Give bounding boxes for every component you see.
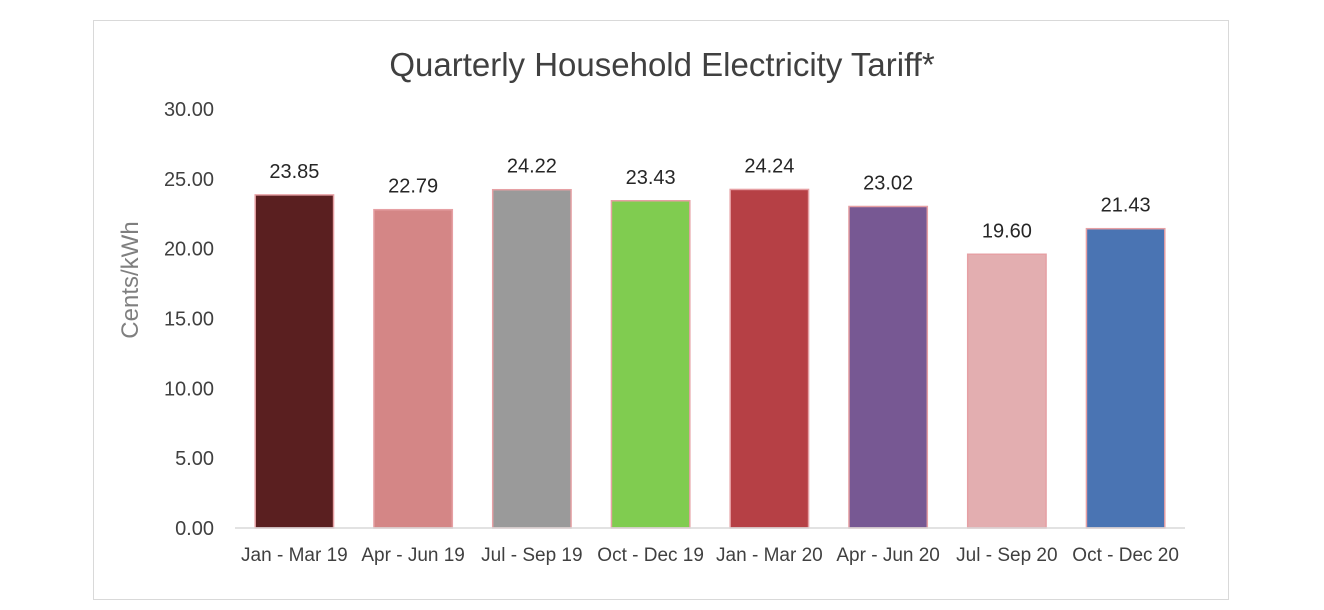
y-tick-label: 20.00 [164,239,214,261]
bar [610,200,691,529]
data-label: 23.85 [269,161,319,183]
data-label: 19.60 [982,220,1032,242]
x-tick-label: Apr - Jun 19 [361,545,465,566]
x-tick-label: Jul - Sep 19 [481,545,582,566]
x-tick-label: Jan - Mar 19 [241,545,348,566]
bar [966,253,1047,529]
y-tick-label: 25.00 [164,169,214,191]
y-axis-label: Cents/kWh [117,221,144,338]
y-tick-label: 15.00 [164,309,214,331]
y-tick-label: 0.00 [175,518,214,540]
data-label: 23.02 [863,172,913,194]
data-label: 22.79 [388,176,438,198]
x-tick-label: Oct - Dec 19 [597,545,704,566]
x-tick-label: Oct - Dec 20 [1072,545,1179,566]
bar [729,188,810,529]
bar [1085,227,1166,529]
bar [848,205,929,529]
y-tick-label: 5.00 [175,448,214,470]
x-tick-label: Jan - Mar 20 [716,545,823,566]
x-tick-label: Jul - Sep 20 [956,545,1057,566]
y-tick-label: 30.00 [164,99,214,121]
data-label: 23.43 [626,167,676,189]
data-label: 24.24 [744,155,794,177]
bar [491,188,572,529]
y-tick-label: 10.00 [164,378,214,400]
chart-title: Quarterly Household Electricity Tariff* [389,46,934,83]
bar [254,194,335,529]
bar [373,208,454,529]
x-tick-label: Apr - Jun 20 [836,545,940,566]
data-label: 21.43 [1101,195,1151,217]
data-label: 24.22 [507,156,557,178]
